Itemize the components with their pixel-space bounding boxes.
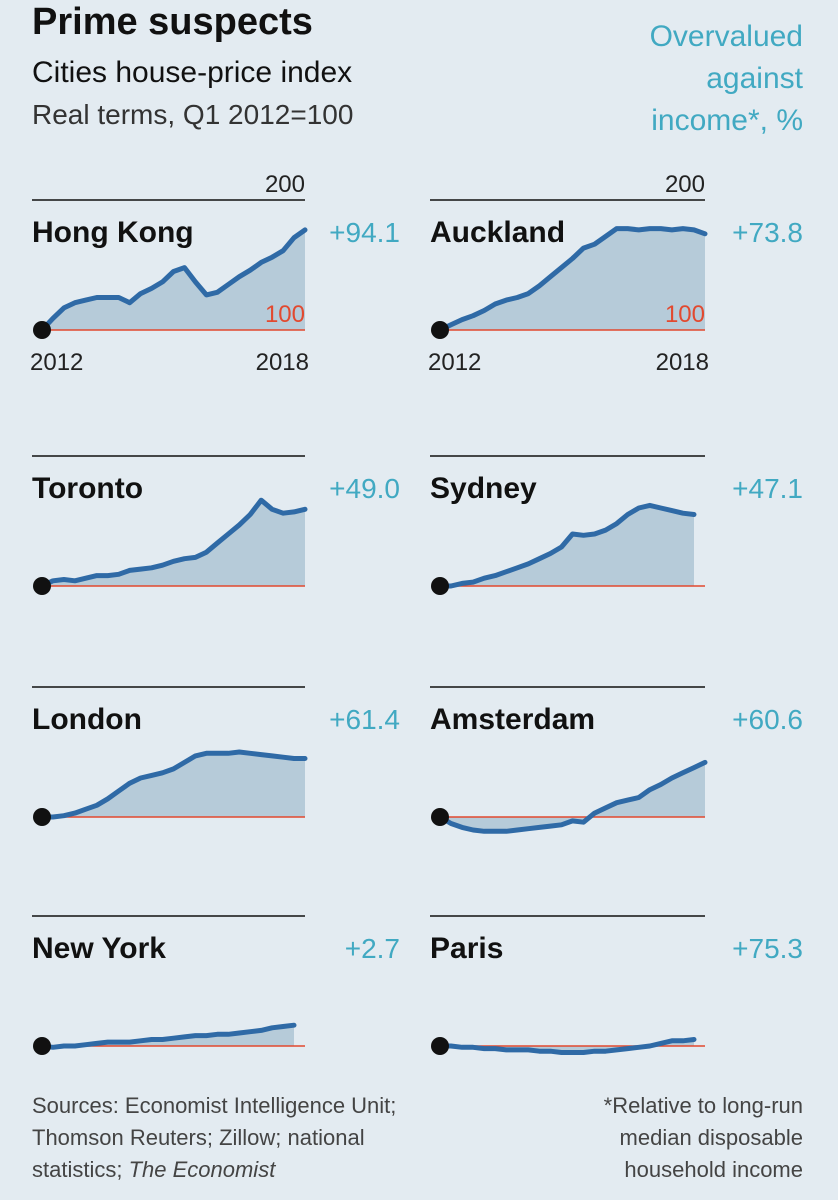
start-dot bbox=[431, 1037, 449, 1055]
footnote: *Relative to long-run bbox=[604, 1093, 803, 1118]
x-tick-label: 2012 bbox=[428, 349, 481, 376]
city-name: Hong Kong bbox=[32, 216, 194, 249]
start-dot bbox=[33, 577, 51, 595]
overvaluation: +47.1 bbox=[732, 473, 803, 504]
overvaluation: +94.1 bbox=[329, 217, 400, 248]
start-dot bbox=[33, 808, 51, 826]
x-tick-label: 2018 bbox=[256, 349, 309, 376]
overvaluation: +61.4 bbox=[329, 704, 400, 735]
sources: statistics; bbox=[32, 1157, 129, 1182]
area bbox=[440, 505, 694, 586]
x-tick-label: 2012 bbox=[30, 349, 83, 376]
subtitle: Cities house-price index bbox=[32, 56, 352, 89]
y-tick-label: 200 bbox=[665, 171, 705, 198]
area bbox=[440, 762, 705, 832]
line bbox=[39, 497, 308, 589]
overvaluation: +49.0 bbox=[329, 473, 400, 504]
y-tick-label: 100 bbox=[265, 301, 305, 328]
city-name: Auckland bbox=[430, 216, 565, 249]
line bbox=[39, 227, 308, 333]
start-dot bbox=[431, 321, 449, 339]
x-tick-label: 2018 bbox=[656, 349, 709, 376]
line bbox=[39, 749, 308, 820]
sources: Thomson Reuters; Zillow; national bbox=[32, 1125, 365, 1150]
overvaluation: +2.7 bbox=[345, 933, 400, 964]
city-name: London bbox=[32, 703, 142, 736]
start-dot bbox=[431, 577, 449, 595]
area bbox=[42, 500, 305, 586]
city-name: Paris bbox=[430, 932, 503, 965]
line bbox=[437, 1037, 697, 1055]
city-name: New York bbox=[32, 932, 166, 965]
right-header: Overvalued bbox=[650, 20, 803, 53]
area bbox=[440, 228, 705, 330]
y-tick-label: 100 bbox=[665, 301, 705, 328]
sources: statistics; The Economist bbox=[32, 1157, 276, 1182]
footnote: median disposable bbox=[620, 1125, 803, 1150]
line bbox=[39, 1022, 297, 1050]
title: Prime suspects bbox=[32, 1, 313, 43]
line bbox=[437, 226, 708, 333]
area bbox=[42, 1025, 294, 1048]
line bbox=[437, 759, 708, 834]
right-header: income*, % bbox=[651, 104, 803, 137]
line bbox=[437, 502, 697, 589]
sources: Sources: Economist Intelligence Unit; bbox=[32, 1093, 396, 1118]
area bbox=[42, 229, 305, 330]
note: Real terms, Q1 2012=100 bbox=[32, 99, 353, 130]
footnote: household income bbox=[624, 1157, 803, 1182]
sources-italic: The Economist bbox=[129, 1157, 277, 1182]
city-name: Sydney bbox=[430, 472, 537, 505]
y-tick-label: 200 bbox=[265, 171, 305, 198]
overvaluation: +73.8 bbox=[732, 217, 803, 248]
start-dot bbox=[431, 808, 449, 826]
overvaluation: +60.6 bbox=[732, 704, 803, 735]
start-dot bbox=[33, 321, 51, 339]
overvaluation: +75.3 bbox=[732, 933, 803, 964]
start-dot bbox=[33, 1037, 51, 1055]
city-name: Amsterdam bbox=[430, 703, 595, 736]
right-header: against bbox=[706, 62, 803, 95]
city-name: Toronto bbox=[32, 472, 143, 505]
